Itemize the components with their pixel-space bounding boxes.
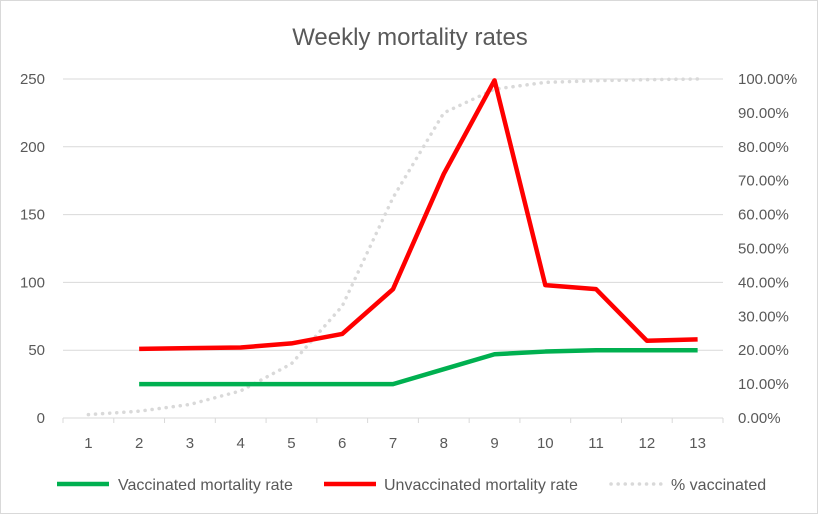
legend-label: Vaccinated mortality rate: [118, 477, 293, 494]
x-tick-label: 13: [689, 435, 706, 452]
y2-tick-label: 90.00%: [738, 105, 789, 122]
chart-title: Weekly mortality rates: [292, 24, 528, 51]
y2-tick-label: 40.00%: [738, 274, 789, 291]
x-tick-label: 8: [440, 435, 448, 452]
y2-tick-label: 50.00%: [738, 241, 789, 258]
y2-tick-label: 80.00%: [738, 139, 789, 156]
y2-tick-label: 60.00%: [738, 207, 789, 224]
x-tick-label: 4: [237, 435, 245, 452]
x-tick-label: 3: [186, 435, 194, 452]
x-tick-label: 10: [537, 435, 554, 452]
y-tick-label: 250: [20, 71, 45, 88]
y-tick-label: 0: [37, 410, 45, 427]
y-tick-label: 200: [20, 139, 45, 156]
y-tick-label: 150: [20, 207, 45, 224]
y-tick-label: 50: [28, 342, 45, 359]
x-tick-label: 6: [338, 435, 346, 452]
x-tick-label: 9: [490, 435, 498, 452]
y2-tick-label: 0.00%: [738, 410, 781, 427]
series-line-unvaccinated-mortality-rate: [139, 78, 698, 352]
y-tick-label: 100: [20, 274, 45, 291]
x-tick-label: 1: [84, 435, 92, 452]
series-line-vaccinated-mortality-rate: [139, 347, 698, 387]
gridlines: [63, 78, 723, 351]
y2-tick-label: 10.00%: [738, 376, 789, 393]
x-tick-label: 2: [135, 435, 143, 452]
legend-label: % vaccinated: [671, 477, 766, 494]
data-series: [86, 77, 700, 417]
x-tick-label: 12: [639, 435, 656, 452]
x-tick-label: 11: [588, 435, 604, 452]
y2-tick-label: 30.00%: [738, 308, 789, 325]
legend-label: Unvaccinated mortality rate: [384, 477, 578, 494]
legend: Vaccinated mortality rate Unvaccinated mo…: [57, 477, 766, 494]
x-tick-label: 7: [389, 435, 397, 452]
y2-tick-label: 70.00%: [738, 173, 789, 190]
y2-tick-label: 20.00%: [738, 342, 789, 359]
x-tick-label: 5: [287, 435, 295, 452]
y2-tick-label: 100.00%: [738, 71, 797, 88]
series-line-pct-vaccinated: [86, 77, 700, 417]
